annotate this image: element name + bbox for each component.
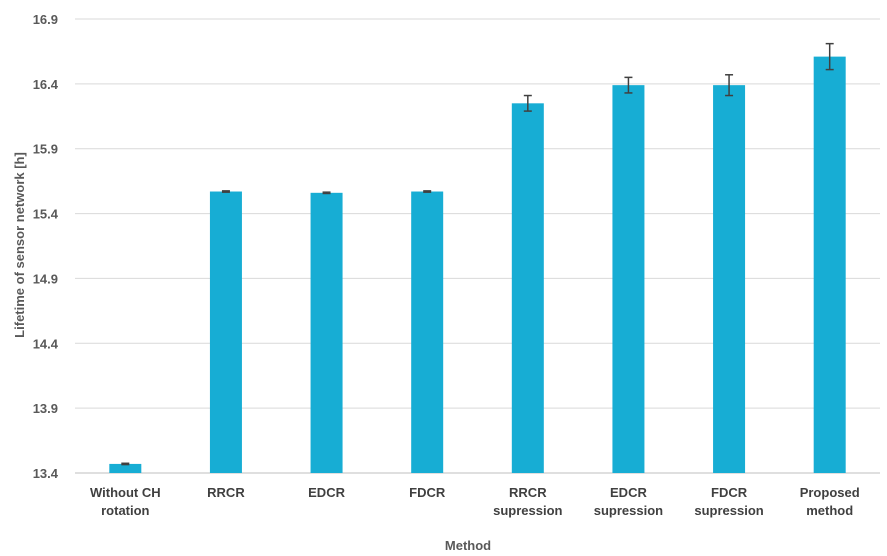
x-category-line-5-1: supression: [594, 503, 663, 518]
y-tick-label-4: 15.4: [33, 207, 59, 222]
y-tick-label-5: 15.9: [33, 142, 58, 157]
error-bar-4: [523, 94, 532, 112]
x-category-label-1: RRCR: [207, 485, 245, 500]
error-bar-2: [322, 191, 331, 195]
y-axis-title: Lifetime of sensor network [h]: [12, 152, 27, 338]
error-bar-5: [624, 76, 633, 94]
x-category-line-5-0: EDCR: [610, 485, 647, 500]
bar-3: [411, 191, 444, 473]
x-category-label-2: EDCR: [308, 485, 345, 500]
x-category-line-1-0: RRCR: [207, 485, 245, 500]
y-axis-ticks: 13.4 13.9 14.4 14.9 15.4 15.9 16.4 16.9: [33, 12, 59, 481]
x-category-label-3: FDCR: [409, 485, 446, 500]
x-category-line-7-0: Proposed: [800, 485, 860, 500]
x-category-line-4-0: RRCR: [509, 485, 547, 500]
x-category-label-4: RRCR supression: [493, 485, 562, 518]
y-tick-label-0: 13.4: [33, 466, 59, 481]
bar-5: [612, 85, 645, 473]
error-bar-1: [221, 190, 230, 193]
x-category-line-3-0: FDCR: [409, 485, 446, 500]
error-bar-6: [725, 74, 734, 97]
y-tick-label-3: 14.9: [33, 271, 58, 286]
y-tick-label-7: 16.9: [33, 12, 58, 27]
x-category-line-4-1: supression: [493, 503, 562, 518]
error-bar-3: [423, 190, 432, 193]
x-category-line-2-0: EDCR: [308, 485, 345, 500]
y-tick-label-1: 13.9: [33, 401, 58, 416]
x-axis-categories: Without CH rotation RRCR EDCR FDCR RRCR supres…: [90, 485, 860, 518]
x-category-line-0-1: rotation: [101, 503, 149, 518]
bar-1: [209, 191, 242, 473]
x-category-line-6-0: FDCR: [711, 485, 748, 500]
error-bar-7: [825, 42, 834, 71]
x-category-label-0: Without CH rotation: [90, 485, 161, 518]
bar-4: [511, 103, 544, 474]
y-tick-label-6: 16.4: [33, 77, 59, 92]
y-tick-label-2: 14.4: [33, 336, 59, 351]
error-bars: [121, 42, 834, 466]
bars: [109, 56, 846, 474]
error-bar-0: [121, 462, 130, 466]
x-category-line-6-1: supression: [694, 503, 763, 518]
x-category-line-7-1: method: [806, 503, 853, 518]
x-category-label-5: EDCR supression: [594, 485, 663, 518]
bar-6: [713, 85, 746, 473]
x-axis-title: Method: [445, 538, 491, 553]
bar-7: [813, 56, 846, 474]
bar-2: [310, 192, 343, 473]
x-category-label-7: Proposed method: [800, 485, 860, 518]
x-category-line-0-0: Without CH: [90, 485, 161, 500]
x-category-label-6: FDCR supression: [694, 485, 763, 518]
bar-0: [109, 463, 142, 473]
gridlines: [75, 18, 880, 474]
